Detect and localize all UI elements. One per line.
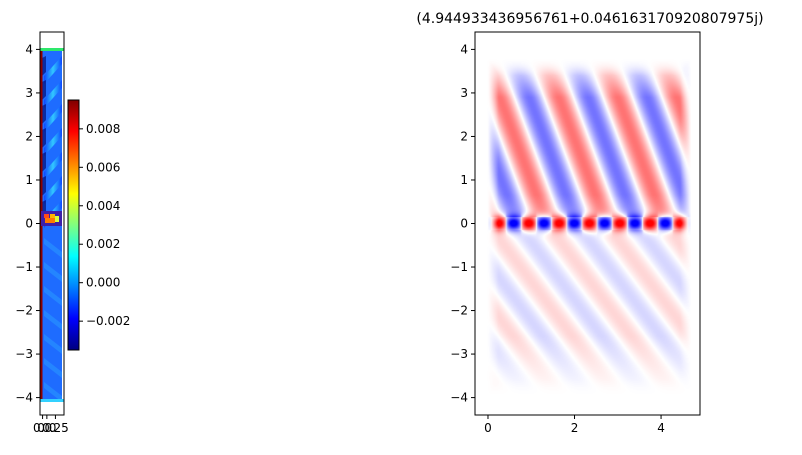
- right-y-tick-label: −4: [450, 391, 468, 405]
- left-field-stripe: [44, 334, 62, 354]
- left-field-stripe: [44, 310, 62, 330]
- left-y-tick-label: 1: [25, 173, 33, 187]
- left-y-tick-label: 3: [25, 86, 33, 100]
- right-plot: (4.944933436956761+0.046163170920807975j…: [416, 11, 763, 435]
- left-plot: −4 −3 −2 −1 0 1 2 3 4 0.00.00.25: [15, 31, 69, 435]
- left-y-axis: −4 −3 −2 −1 0 1 2 3 4: [15, 42, 40, 405]
- colorbar-ticks: −0.002 0.000 0.002 0.004 0.006 0.008: [79, 122, 130, 328]
- left-field-stripe: [44, 262, 62, 282]
- colorbar-tick-label: 0.002: [86, 237, 120, 251]
- colorbar-tick-label: 0.000: [86, 276, 120, 290]
- right-y-tick-label: 3: [460, 86, 468, 100]
- left-field-stripe: [44, 176, 62, 204]
- colorbar-tick-label: 0.008: [86, 122, 120, 136]
- right-y-tick-label: 2: [460, 129, 468, 143]
- left-field-stripe-dark: [42, 80, 46, 100]
- left-field-stripe: [44, 286, 62, 306]
- colorbar: −0.002 0.000 0.002 0.004 0.006 0.008: [67, 99, 130, 351]
- left-scatterer: [41, 211, 62, 226]
- left-x-axis: 0.00.00.25: [33, 415, 69, 435]
- right-y-tick-label: −2: [450, 304, 468, 318]
- right-y-tick-label: 1: [460, 173, 468, 187]
- left-field-stripe-dark: [42, 128, 46, 148]
- right-y-tick-label: 4: [460, 42, 468, 56]
- colorbar-gradient: [68, 100, 79, 350]
- left-x-tick-label: 0.0: [37, 421, 56, 435]
- right-y-tick-label: −1: [450, 260, 468, 274]
- right-y-axis: −4 −3 −2 −1 0 1 2 3 4: [450, 42, 475, 405]
- left-field-stripe: [44, 104, 62, 132]
- left-field-stripe: [44, 80, 62, 108]
- left-y-tick-label: 2: [25, 129, 33, 143]
- right-plot-title: (4.944933436956761+0.046163170920807975j…: [416, 11, 763, 27]
- left-bottom-line: [40, 399, 64, 402]
- colorbar-tick-label: −0.002: [86, 314, 130, 328]
- left-source-line: [40, 48, 64, 51]
- left-x-tick-label: 0.0: [33, 421, 52, 435]
- left-field-stripe: [44, 56, 62, 84]
- left-field-stripe: [44, 358, 62, 378]
- left-y-tick-label: −2: [15, 304, 33, 318]
- colorbar-tick-label: 0.004: [86, 199, 120, 213]
- left-y-tick-label: −1: [15, 260, 33, 274]
- left-field-stripe: [44, 238, 62, 258]
- left-y-tick-label: 0: [25, 217, 33, 231]
- left-y-tick-label: −4: [15, 391, 33, 405]
- left-y-tick-label: 4: [25, 42, 33, 56]
- left-field-stripe-dark: [42, 152, 46, 172]
- left-field-stripe-dark: [42, 56, 46, 76]
- left-field-stripe: [44, 382, 62, 402]
- right-x-tick-label: 4: [657, 421, 665, 435]
- colorbar-tick-label: 0.006: [86, 160, 120, 174]
- left-y-tick-label: −3: [15, 347, 33, 361]
- left-field-image: [40, 32, 64, 415]
- left-field-stripe-dark: [42, 104, 46, 124]
- left-x-tick-label: 0.25: [42, 421, 69, 435]
- right-field-image: [487, 58, 691, 398]
- right-x-tick-label: 0: [484, 421, 492, 435]
- right-y-tick-label: 0: [460, 217, 468, 231]
- right-x-axis: 0 2 4: [484, 415, 665, 435]
- right-x-tick-label: 2: [571, 421, 579, 435]
- left-field-stripe: [44, 128, 62, 156]
- left-field-stripe: [44, 152, 62, 180]
- right-y-tick-label: −3: [450, 347, 468, 361]
- left-field-stripe-dark: [42, 176, 46, 196]
